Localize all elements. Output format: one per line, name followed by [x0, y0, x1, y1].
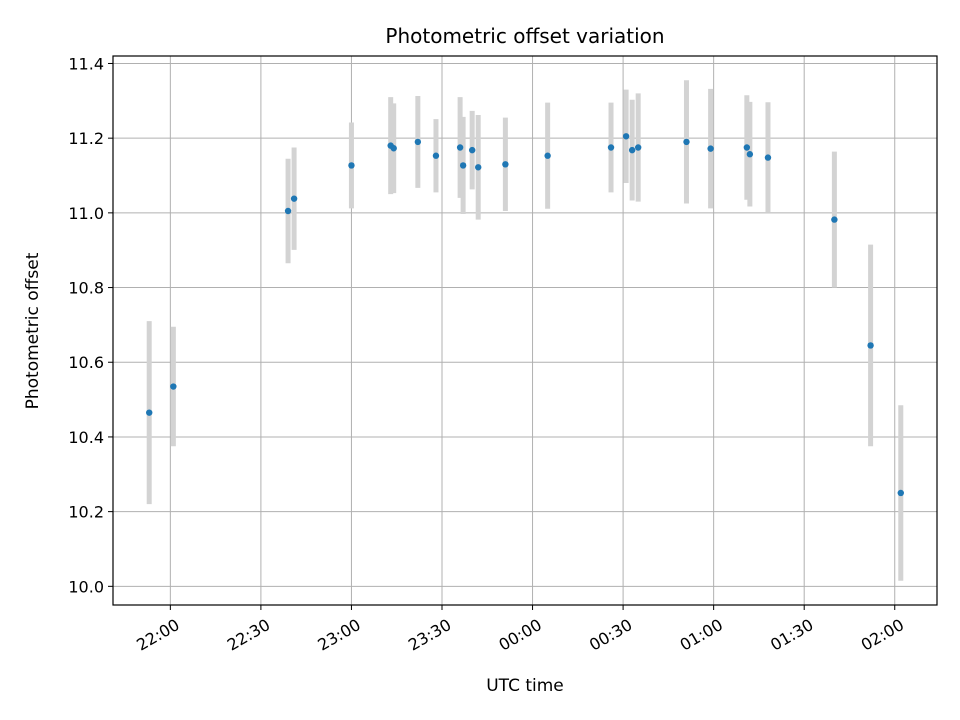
- data-point: [707, 145, 714, 152]
- data-point: [459, 162, 467, 169]
- data-point: [683, 138, 690, 146]
- y-tick-label: 11.2: [68, 129, 104, 148]
- data-point: [622, 133, 630, 140]
- data-point: [746, 151, 754, 158]
- data-point: [290, 195, 298, 202]
- data-point: [743, 144, 751, 151]
- data-point: [544, 152, 551, 159]
- data-point: [607, 144, 615, 151]
- data-point: [390, 145, 397, 152]
- grid-lines: [113, 56, 937, 605]
- data-point: [432, 152, 440, 159]
- plot-frame: [112, 55, 938, 606]
- chart-title: Photometric offset variation: [385, 24, 664, 48]
- y-tick-label: 10.8: [68, 279, 104, 298]
- y-tick-label: 10.6: [68, 353, 104, 372]
- data-point: [170, 383, 177, 390]
- y-tick-label: 10.4: [68, 428, 104, 447]
- data-point: [634, 144, 642, 151]
- y-tick-label: 10.0: [68, 577, 104, 596]
- y-tick-label: 11.0: [68, 204, 104, 223]
- data-point: [475, 164, 482, 171]
- data-point: [502, 161, 509, 168]
- data-point: [831, 216, 838, 223]
- data-points: [146, 133, 904, 497]
- data-point: [414, 138, 422, 146]
- data-point: [897, 489, 904, 497]
- x-axis-label: UTC time: [486, 676, 564, 696]
- y-axis-ticks: 10.0 10.2 10.4 10.6 10.8 11.0 11.2 11.4: [68, 54, 113, 596]
- data-point: [146, 409, 153, 416]
- data-point: [867, 342, 874, 349]
- data-point: [468, 146, 476, 154]
- y-tick-label: 11.4: [68, 54, 104, 73]
- y-tick-label: 10.2: [68, 503, 104, 522]
- data-point: [456, 144, 464, 151]
- data-point: [348, 162, 355, 169]
- data-point: [628, 146, 636, 154]
- y-axis-label: Photometric offset: [23, 252, 43, 409]
- data-point: [284, 207, 292, 215]
- data-point: [764, 154, 772, 161]
